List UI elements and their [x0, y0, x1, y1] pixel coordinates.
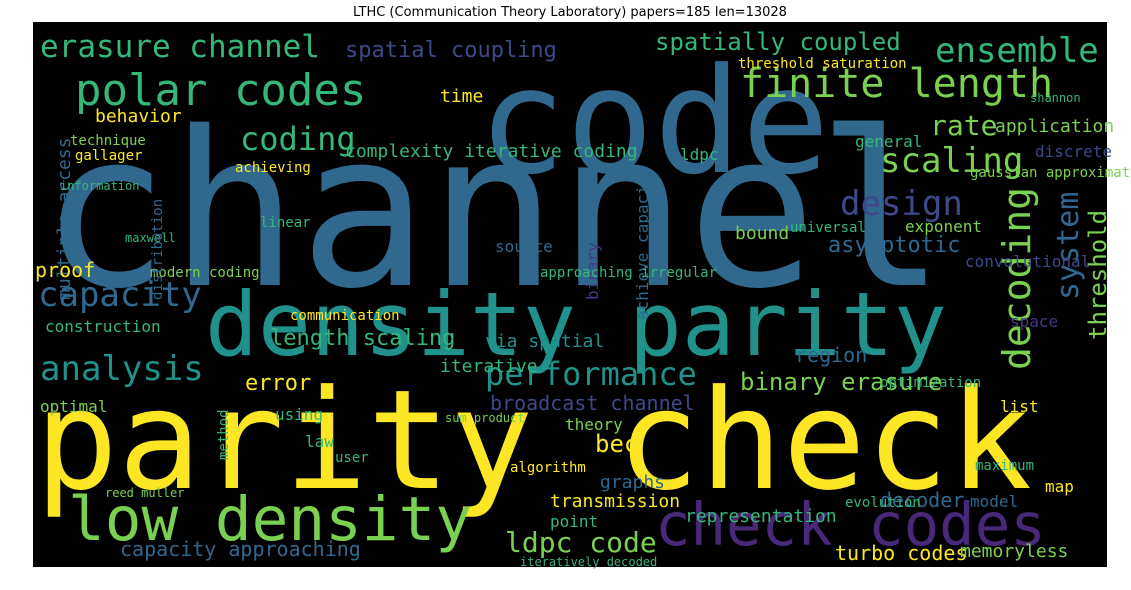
cloud-word: complexity iterative coding: [345, 141, 638, 162]
cloud-word: convolutional: [965, 252, 1090, 271]
cloud-word: ldpc: [680, 145, 719, 164]
cloud-word: distribution: [150, 199, 166, 300]
cloud-word: performance: [485, 355, 697, 393]
cloud-word: technique: [70, 133, 146, 149]
word-cloud: channel parity check code density parity che…: [35, 28, 1131, 569]
cloud-word: binary erasure: [740, 368, 942, 396]
cloud-word: optimization: [880, 375, 981, 391]
cloud-word: broadcast channel: [490, 391, 695, 415]
cloud-word: threshold saturation: [738, 56, 907, 72]
cloud-word: threshold: [1084, 210, 1112, 340]
cloud-word: linear: [260, 215, 311, 231]
cloud-word: decoding: [995, 187, 1039, 370]
cloud-word: theory: [565, 415, 623, 434]
cloud-word: law: [305, 432, 334, 451]
cloud-word: iteratively decoded: [520, 555, 657, 569]
cloud-background: [33, 22, 1107, 567]
cloud-word: optimal: [40, 397, 107, 416]
cloud-word: achieve capacity: [633, 166, 652, 320]
cloud-word: gallager: [75, 148, 142, 164]
cloud-word: graphs: [600, 472, 665, 493]
cloud-word: algorithm: [510, 460, 586, 476]
cloud-word: behavior: [95, 106, 182, 127]
cloud-word: analysis: [40, 349, 204, 389]
cloud-word: scaling: [880, 141, 1023, 181]
cloud-word: gaussian approximation: [970, 165, 1131, 181]
cloud-word: proof: [35, 258, 95, 282]
cloud-word: information: [60, 179, 139, 193]
cloud-word: communication: [290, 308, 400, 324]
cloud-word: achieving: [235, 160, 311, 176]
cloud-word: channel: [40, 85, 946, 336]
cloud-word: approaching irregular: [540, 265, 717, 281]
chart-title: LTHC (Communication Theory Laboratory) p…: [353, 5, 787, 20]
cloud-word: modern coding: [150, 265, 260, 281]
cloud-word: time: [440, 86, 483, 107]
cloud-word: finite length: [740, 61, 1053, 107]
cloud-word: universal: [790, 220, 866, 236]
cloud-word: using: [275, 405, 323, 424]
cloud-word: exponent: [905, 217, 982, 236]
cloud-word: bec: [595, 430, 638, 458]
cloud-word: reed muller: [105, 486, 184, 500]
cloud-word: maximum: [975, 458, 1034, 474]
cloud-word: list: [1000, 397, 1039, 416]
cloud-word: region: [795, 343, 867, 367]
cloud-word: transmission: [550, 491, 680, 512]
cloud-word: rate: [930, 109, 997, 142]
cloud-word: sum product: [445, 411, 524, 425]
cloud-word: error: [245, 371, 311, 396]
cloud-word: polar codes: [75, 65, 366, 116]
cloud-word: turbo codes: [835, 541, 967, 565]
cloud-word: shannon: [1030, 91, 1081, 105]
cloud-word: parity check: [35, 360, 1032, 521]
cloud-word: application: [995, 116, 1114, 137]
cloud-word: model: [970, 492, 1018, 511]
cloud-word: length scaling: [270, 326, 455, 351]
cloud-word: representation: [685, 506, 837, 527]
cloud-word: density parity: [205, 273, 947, 376]
cloud-word: iterative: [440, 356, 538, 377]
cloud-word: asymptotic: [828, 233, 960, 258]
cloud-word: method: [216, 409, 232, 460]
cloud-word: maxwell: [125, 231, 176, 245]
cloud-word: decoder: [880, 488, 964, 512]
cloud-word: spatial coupling: [345, 38, 557, 63]
cloud-word: coding: [240, 120, 356, 158]
cloud-word: design: [840, 184, 963, 224]
cloud-word: binary: [583, 242, 602, 300]
cloud-word: source: [495, 237, 553, 256]
cloud-word: map: [1045, 477, 1074, 496]
cloud-word: erasure channel: [40, 29, 320, 65]
cloud-word: code: [478, 37, 830, 207]
cloud-word: user: [335, 450, 369, 466]
cloud-word: low density: [68, 484, 472, 555]
cloud-word: system: [1051, 192, 1086, 300]
cloud-word: space: [1010, 312, 1058, 331]
cloud-word: ensemble: [935, 31, 1099, 71]
cloud-word: bound: [735, 223, 789, 244]
cloud-word: ldpc code: [505, 526, 657, 559]
cloud-word: discrete: [1035, 142, 1112, 161]
cloud-word: check codes: [655, 490, 1046, 559]
cloud-word: memoryless: [960, 541, 1068, 562]
cloud-word: point: [550, 512, 598, 531]
cloud-word: construction: [45, 317, 161, 336]
cloud-word: multiple access: [54, 137, 75, 300]
cloud-word: evolution: [845, 495, 921, 511]
cloud-word: via spatial: [485, 331, 604, 352]
cloud-word: spatially coupled: [655, 28, 901, 56]
cloud-word: capacity approaching: [120, 537, 361, 561]
cloud-word: general: [855, 132, 922, 151]
cloud-word: capacity: [38, 275, 202, 315]
